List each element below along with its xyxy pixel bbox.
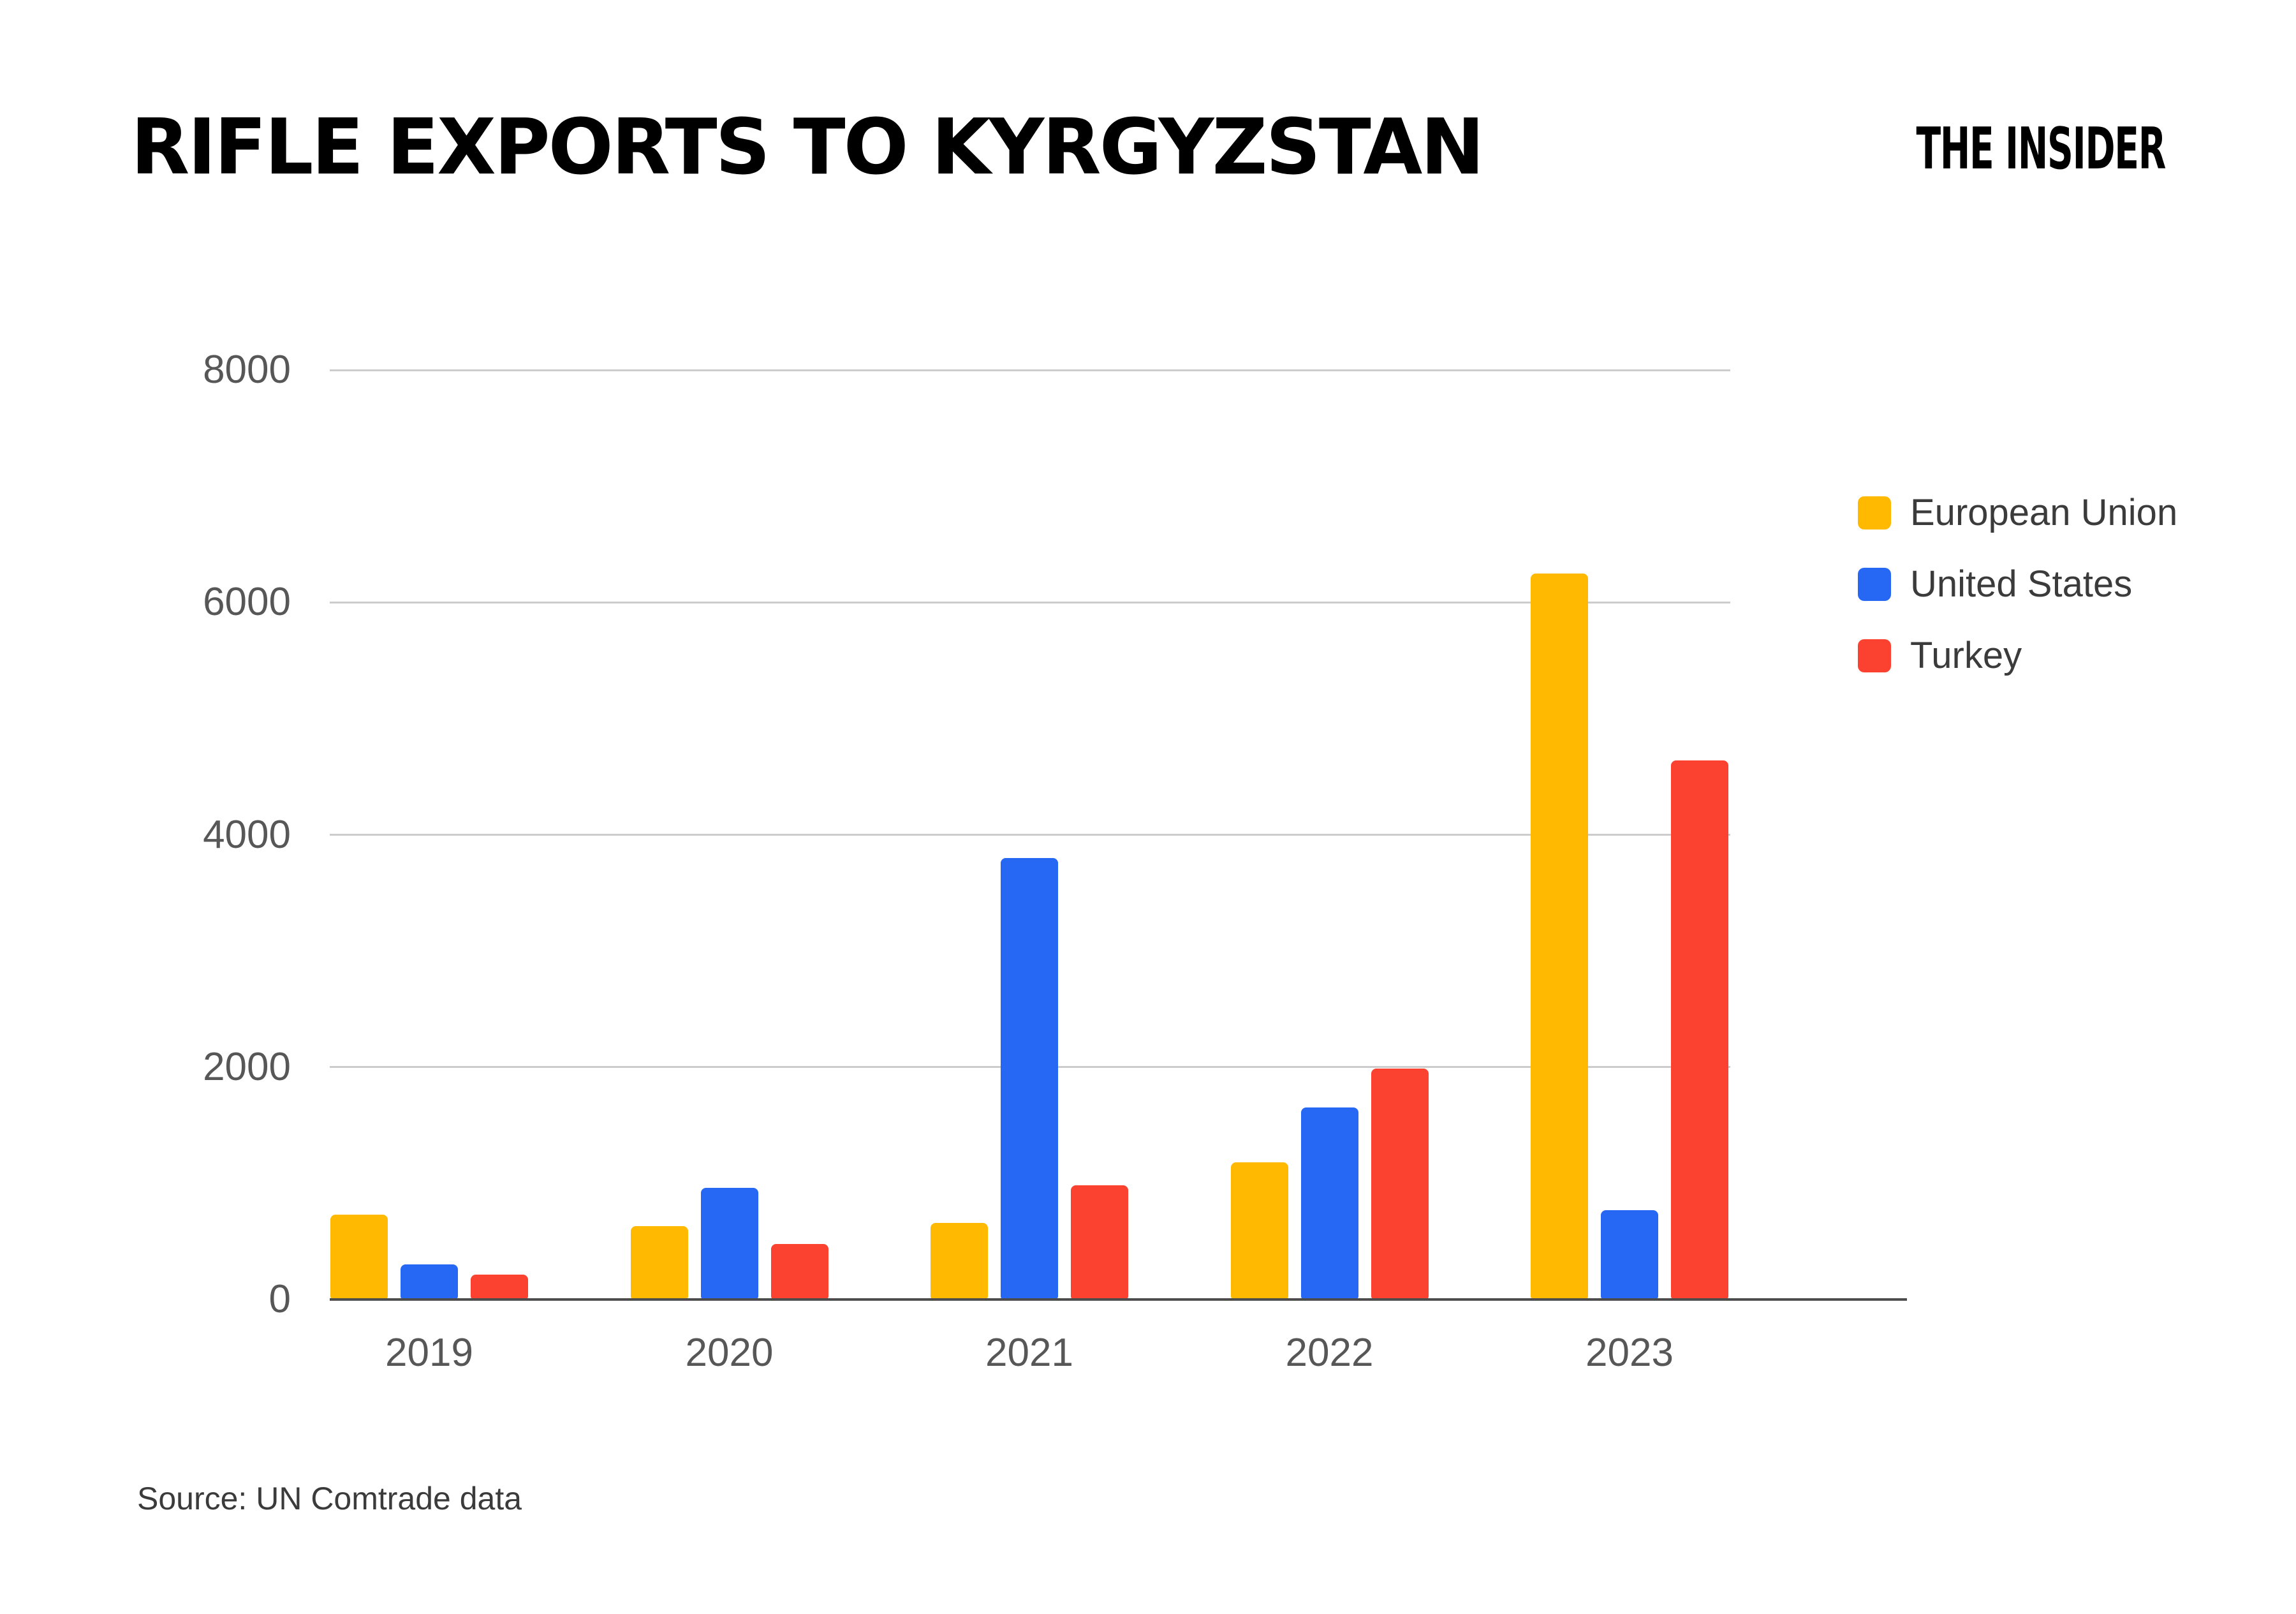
legend-label-turkey: Turkey [1910, 635, 2022, 676]
bar-united-states-2022 [1300, 1107, 1358, 1299]
x-tick-label-2022: 2022 [1285, 1331, 1374, 1375]
legend-swatch-united-states [1858, 568, 1891, 601]
bar-european-union-2019 [330, 1215, 388, 1299]
bar-european-union-2023 [1531, 573, 1588, 1299]
bar-united-states-2019 [401, 1264, 458, 1299]
bar-turkey-2020 [770, 1243, 828, 1299]
gridline-6000 [330, 601, 1730, 603]
y-tick-label-2000: 2000 [203, 1044, 291, 1089]
y-tick-label-4000: 4000 [203, 812, 291, 857]
brand-logo: THE INSIDER [1916, 115, 2166, 182]
bar-turkey-2022 [1371, 1068, 1429, 1299]
legend-label-european-union: European Union [1910, 492, 2178, 533]
x-tick-label-2020: 2020 [685, 1331, 774, 1375]
source-note: Source: UN Comtrade data [137, 1481, 522, 1516]
bar-united-states-2023 [1601, 1210, 1658, 1299]
x-axis-line [330, 1298, 1907, 1301]
bar-turkey-2023 [1671, 760, 1728, 1299]
bar-european-union-2022 [1230, 1162, 1288, 1299]
bar-european-union-2020 [630, 1226, 688, 1299]
bar-european-union-2021 [931, 1222, 988, 1299]
gridline-8000 [330, 369, 1730, 371]
x-tick-label-2023: 2023 [1586, 1331, 1674, 1375]
page-title: RIFLE EXPORTS TO KYRGYZSTAN [131, 103, 1485, 192]
legend-item-european-union: European Union [1858, 493, 2177, 533]
x-tick-label-2019: 2019 [385, 1331, 473, 1375]
legend-label-united-states: United States [1910, 563, 2133, 605]
y-tick-label-6000: 6000 [203, 580, 291, 625]
gridline-4000 [330, 834, 1730, 836]
bar-united-states-2021 [1001, 857, 1058, 1299]
legend-swatch-turkey [1858, 639, 1891, 672]
x-tick-label-2021: 2021 [985, 1331, 1073, 1375]
bar-turkey-2019 [471, 1274, 528, 1299]
y-tick-label-8000: 8000 [203, 348, 291, 392]
bar-united-states-2020 [700, 1188, 758, 1299]
y-tick-label-0: 0 [269, 1277, 291, 1321]
legend-swatch-european-union [1858, 496, 1891, 529]
bar-turkey-2021 [1071, 1185, 1128, 1299]
legend-item-turkey: Turkey [1858, 636, 2022, 676]
legend-item-united-states: United States [1858, 563, 2133, 605]
